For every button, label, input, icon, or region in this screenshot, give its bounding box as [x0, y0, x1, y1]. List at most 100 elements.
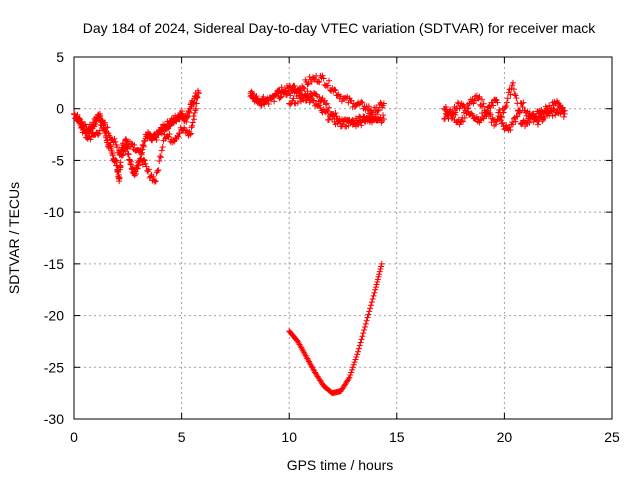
data-point-interp — [179, 108, 186, 115]
data-point-interp — [356, 117, 363, 124]
data-point-interp — [366, 308, 373, 315]
data-point-interp — [273, 90, 280, 97]
data-point-interp — [316, 94, 323, 101]
data-point-interp — [301, 85, 308, 92]
data-point-interp — [326, 104, 333, 111]
data-point-interp — [82, 130, 89, 137]
y-tick-label: -15 — [44, 256, 64, 272]
data-point-interp — [534, 121, 541, 128]
data-point-interp — [359, 333, 366, 340]
data-point-interp — [510, 86, 517, 93]
data-point-interp — [191, 116, 198, 123]
data-series — [441, 92, 568, 134]
data-point — [187, 131, 194, 138]
data-point-interp — [349, 364, 356, 371]
data-point-interp — [333, 113, 340, 120]
data-point-interp — [151, 178, 158, 185]
data-point-interp — [371, 117, 378, 124]
data-point-interp — [294, 99, 301, 106]
data-point-interp — [365, 311, 372, 318]
data-point-interp — [166, 131, 173, 138]
data-point-interp — [375, 273, 382, 280]
data-point-interp — [77, 124, 84, 131]
data-point-interp — [358, 336, 365, 343]
data-point-interp — [157, 154, 164, 161]
x-tick-label: 15 — [389, 429, 405, 445]
data-point-interp — [356, 342, 363, 349]
data-point-interp — [271, 98, 278, 105]
data-point-interp — [364, 314, 371, 321]
data-point-interp — [305, 80, 312, 87]
data-point-interp — [361, 323, 368, 330]
data-point — [372, 286, 379, 293]
data-point-interp — [483, 109, 490, 116]
data-point-interp — [145, 166, 152, 173]
data-point-interp — [507, 91, 514, 98]
data-point-interp — [480, 100, 487, 107]
data-point-interp — [540, 113, 547, 120]
data-point-interp — [376, 271, 383, 278]
data-point-interp — [499, 119, 506, 126]
data-point-interp — [511, 91, 518, 98]
x-tick-label: 5 — [178, 429, 186, 445]
data-point-interp — [157, 153, 164, 160]
data-point-interp — [261, 100, 268, 107]
data-point-interp — [322, 101, 329, 108]
data-point-interp — [367, 302, 374, 309]
data-point-interp — [530, 118, 537, 125]
data-point-interp — [349, 366, 356, 373]
data-point-interp — [490, 102, 497, 109]
data-point-interp — [470, 100, 477, 107]
data-point-interp — [352, 356, 359, 363]
data-point-interp — [260, 93, 267, 100]
data-point-interp — [332, 87, 339, 94]
data-series — [286, 88, 379, 130]
data-point-interp — [141, 157, 148, 164]
data-point — [501, 126, 508, 133]
data-point-interp — [95, 131, 102, 138]
data-point-interp — [378, 263, 385, 270]
data-point-interp — [278, 84, 285, 91]
data-point-interp — [348, 118, 355, 125]
data-point-interp — [176, 130, 183, 137]
data-point-interp — [137, 147, 144, 154]
data-point-interp — [138, 150, 145, 157]
data-point-interp — [503, 99, 510, 106]
data-point-interp — [139, 161, 146, 168]
data-point-interp — [558, 104, 565, 111]
data-point-interp — [183, 118, 190, 125]
data-point-interp — [81, 125, 88, 132]
data-point-interp — [503, 122, 510, 129]
data-point-interp — [175, 133, 182, 140]
data-point-interp — [365, 103, 372, 110]
data-point-interp — [443, 106, 450, 113]
data-point-interp — [291, 82, 298, 89]
data-point-interp — [507, 126, 514, 133]
data-point-interp — [493, 96, 500, 103]
x-tick-label: 10 — [281, 429, 297, 445]
data-point-interp — [331, 86, 338, 93]
data-point-interp — [95, 130, 102, 137]
data-point-interp — [350, 361, 357, 368]
data-point-interp — [513, 95, 520, 102]
data-point-interp — [373, 281, 380, 288]
data-point-interp — [347, 372, 354, 379]
data-point-interp — [185, 113, 192, 120]
data-point-interp — [302, 91, 309, 98]
data-point-interp — [193, 105, 200, 112]
data-point-interp — [498, 113, 505, 120]
data-point-interp — [158, 147, 165, 154]
data-point-interp — [374, 276, 381, 283]
chart-title: Day 184 of 2024, Sidereal Day-to-day VTE… — [83, 20, 596, 36]
y-tick-label: 5 — [56, 49, 64, 65]
data-point-interp — [494, 99, 501, 106]
data-point-interp — [516, 108, 523, 115]
data-point-interp — [369, 296, 376, 303]
data-point-interp — [170, 138, 177, 145]
data-point-interp — [316, 79, 323, 86]
data-point-interp — [119, 152, 126, 159]
data-point-interp — [122, 147, 129, 154]
y-tick-label: 0 — [56, 101, 64, 117]
data-point — [380, 100, 387, 107]
